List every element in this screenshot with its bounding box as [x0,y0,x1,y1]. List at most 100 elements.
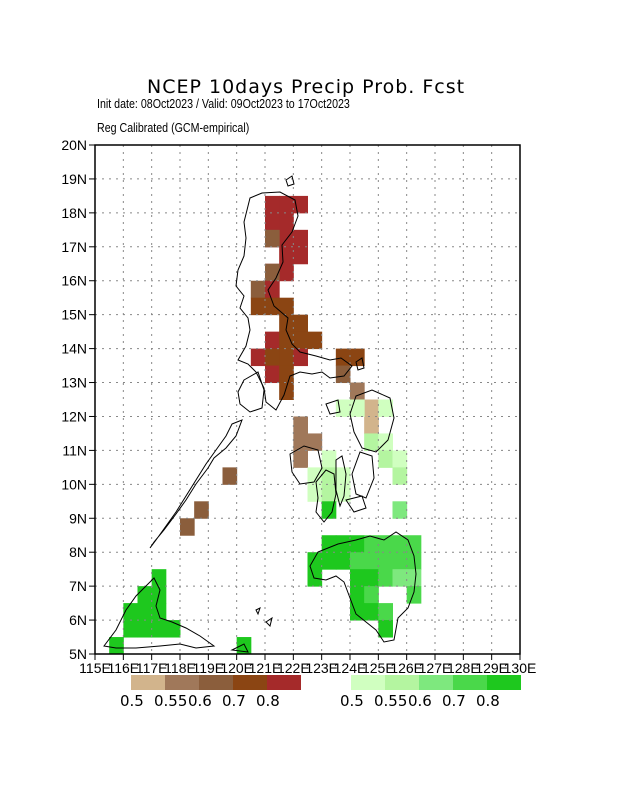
legend-swatch [385,675,419,690]
mindanao-coastline [309,531,417,643]
dry-legend-label: 0.6 [188,692,212,710]
dry-cell [250,348,266,367]
lon-label: 125E [362,660,395,676]
lat-label: 16N [61,273,87,289]
wet-cell [307,484,323,502]
dry-cell [279,212,294,231]
dry-cell [364,399,379,417]
lon-label: 118E [164,660,196,676]
wet-cell [364,535,379,553]
dry-legend-label: 0.7 [222,692,246,710]
lat-label: 10N [61,476,87,492]
wet-legend-label: 0.5 [340,692,364,710]
lon-label: 117E [136,660,168,676]
wet-cell [406,552,422,570]
wet-cell [321,535,337,553]
dry-cell [279,263,294,282]
axes-frame [89,144,521,660]
wet-cell [378,450,393,468]
wet-cell [392,535,408,553]
legend-swatch [487,675,521,690]
plot-frame [94,144,521,655]
dry-cell [293,331,308,350]
wet-cell [109,637,124,655]
coastline [103,175,417,653]
dry-cell [265,280,280,299]
babuyan-island [285,175,295,187]
legend-swatch [233,675,267,690]
wet-cell [123,620,138,638]
lon-label: 123E [305,660,338,676]
dry-cell [265,348,280,367]
wet-legend-label: 0.7 [442,692,466,710]
wet-cell [307,552,323,570]
lat-label: 6N [69,612,87,628]
lat-label: 20N [61,137,87,153]
latitude-labels: 5N 6N 7N 8N 9N 10N 11N 12N 13N 14N 15N 16N 17N 18N 19N… [61,137,87,662]
wet-cell [392,501,408,519]
cebu-coastline [335,455,347,508]
dry-cell [293,416,308,434]
dry-cell [180,518,195,536]
dry-cell [265,229,280,248]
wet-cell [378,603,393,621]
wet-cell [137,586,153,604]
wet-legend-label: 0.6 [408,692,432,710]
wet-cell [364,603,379,621]
wet-cell [151,569,167,587]
dry-cell [279,331,294,350]
lat-label: 7N [69,578,87,594]
dry-cell [293,348,308,367]
lon-label: 122E [277,660,310,676]
legend-swatch [199,675,233,690]
samar-coastline [349,389,395,453]
lon-label: 115E [79,660,111,676]
wet-legend-label: 0.8 [476,692,500,710]
dry-cell [279,195,294,214]
wet-cell [151,603,167,621]
init-date-subtitle: Init date: 08Oct2023 / Valid: 09Oct2023 … [97,96,350,111]
palawan-coastline [149,419,243,549]
wet-cell [350,569,365,587]
dry-cell [293,229,308,248]
wet-cell [364,552,379,570]
lat-label: 14N [61,341,87,357]
wet-cell [378,569,393,587]
dry-cell [350,382,365,400]
wet-cell [321,467,337,485]
wet-cell [137,620,153,638]
wet-cell [406,569,422,587]
lon-label: 120E [220,660,253,676]
wet-legend-label: 0.55 [374,692,408,710]
wet-cell [392,552,408,570]
wet-cell [392,467,408,485]
dry-legend-label: 0.55 [154,692,188,710]
grid-lines [95,145,520,654]
lat-label: 12N [61,408,87,424]
borneo-coastline [103,577,216,649]
dry-cell [250,297,266,316]
negros-coastline [315,469,337,523]
legend-swatch [165,675,199,690]
legend-swatch [267,675,301,690]
lat-label: 5N [69,646,87,662]
panay-coastline [289,445,323,485]
wet-cell [350,552,365,570]
wet-cell [350,535,365,553]
dry-cell [293,450,308,468]
wet-cell [406,535,422,553]
dry-cell [364,416,379,434]
dry-cell [279,382,294,400]
dry-legend-label: 0.8 [256,692,280,710]
wet-cell [335,535,351,553]
lat-label: 8N [69,544,87,560]
dry-cell [222,467,238,485]
lon-label: 130E [504,660,537,676]
lat-label: 9N [69,510,87,526]
dry-cell [307,331,323,350]
dry-probability-legend [131,675,301,690]
dry-cell [265,331,280,350]
wet-cell [335,467,351,485]
dry-cell [279,314,294,333]
